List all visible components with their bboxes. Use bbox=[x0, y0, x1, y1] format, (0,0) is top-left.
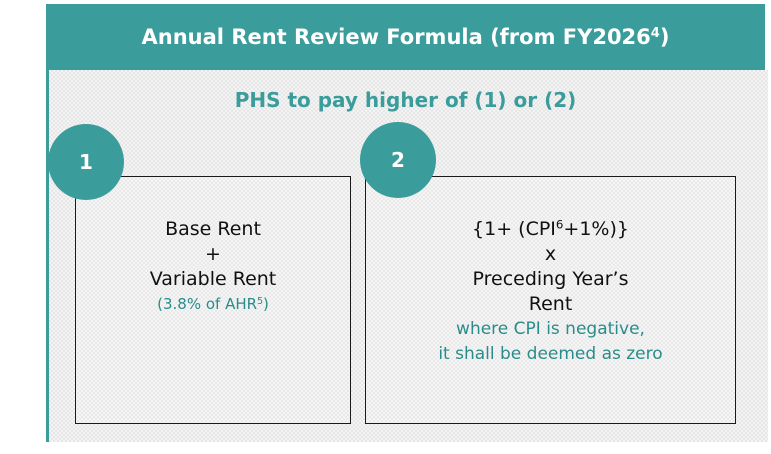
formula-part: {1+ (CPI bbox=[472, 218, 556, 240]
formula-line: + bbox=[205, 243, 221, 265]
note-text: (3.8% of AHR bbox=[157, 295, 258, 313]
header-bar: Annual Rent Review Formula (from FY20264… bbox=[46, 4, 765, 70]
formula-line: x bbox=[544, 243, 557, 265]
formula-line: Preceding Year’s bbox=[472, 268, 629, 290]
footnote-ref: 6 bbox=[555, 217, 564, 232]
formula-line: Base Rent bbox=[165, 218, 261, 240]
footnote-ref: 5 bbox=[257, 295, 263, 307]
formula-line: {1+ (CPI6+1%)} bbox=[366, 217, 735, 242]
header-title-end: ) bbox=[659, 25, 670, 49]
formula-note: it shall be deemed as zero bbox=[438, 344, 663, 364]
formula-line: Variable Rent bbox=[149, 268, 277, 290]
header-title: Annual Rent Review Formula (from FY2026 bbox=[141, 25, 651, 49]
option-number: 2 bbox=[360, 122, 436, 198]
note-end: ) bbox=[262, 295, 269, 313]
formula-part: +1%)} bbox=[563, 218, 629, 240]
subtitle: PHS to pay higher of (1) or (2) bbox=[234, 88, 577, 112]
formula-note: where CPI is negative, bbox=[456, 319, 645, 339]
formula-line: Rent bbox=[528, 293, 573, 315]
formula-note: (3.8% of AHR5) bbox=[76, 292, 350, 317]
footnote-ref: 4 bbox=[650, 25, 660, 41]
option-box: {1+ (CPI6+1%)} x Preceding Year’s Rent w… bbox=[365, 176, 736, 424]
option-box: Base Rent + Variable Rent (3.8% of AHR5) bbox=[75, 176, 351, 424]
option-number: 1 bbox=[48, 124, 124, 200]
